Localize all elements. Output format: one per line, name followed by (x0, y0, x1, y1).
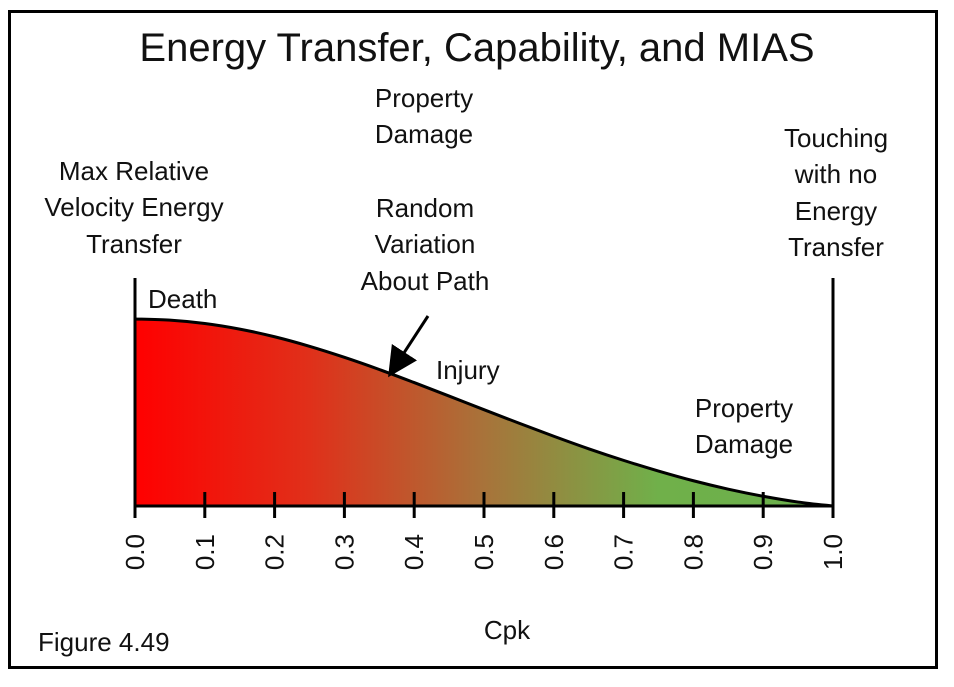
property-damage-top-label: Property Damage (324, 80, 524, 153)
figure-number-label: Figure 4.49 (38, 627, 170, 657)
x-axis-ticks: 0.0 0.1 0.2 0.3 0.4 0.5 0.6 0.7 0.8 0.9 1.0 (120, 492, 848, 570)
label-line: Random (375, 193, 475, 223)
x-axis-label: Cpk (483, 615, 531, 645)
label-line: Damage (374, 119, 474, 150)
random-variation-label: Random Variation About Path (320, 190, 530, 299)
random-variation-arrow (388, 315, 430, 378)
x-tick-label: 0.8 (678, 534, 708, 570)
x-tick-label: 0.1 (190, 534, 220, 570)
x-tick-label: 0.0 (120, 534, 150, 570)
label-line: Property (374, 83, 474, 113)
label-line: Transfer (86, 228, 182, 259)
label-line: Damage (694, 429, 794, 460)
injury-label: Injury (436, 355, 500, 385)
x-tick-label: 0.3 (329, 534, 359, 570)
x-tick-label: 1.0 (818, 534, 848, 570)
max-relative-velocity-label: Max Relative Velocity Energy Transfer (14, 153, 254, 262)
label-line: Energy (794, 195, 878, 226)
figure-frame (8, 10, 938, 669)
curve-line (134, 317, 834, 508)
x-tick-label: 0.2 (260, 534, 290, 570)
x-tick-label: 0.5 (469, 534, 499, 570)
label-line: Variation (374, 229, 476, 260)
label-line: About Path (360, 265, 490, 296)
x-tick-label: 0.9 (748, 534, 778, 570)
label-line: Transfer (788, 232, 884, 263)
label-line: Max Relative (58, 156, 210, 186)
property-damage-right-label: Property Damage (664, 390, 824, 463)
death-label: Death (148, 284, 218, 314)
label-line: with no (794, 159, 878, 190)
label-line: Touching (783, 123, 889, 153)
x-tick-label: 0.6 (539, 534, 569, 570)
curve-area-fill (135, 319, 833, 506)
figure-title: Energy Transfer, Capability, and MIAS (139, 26, 815, 70)
label-line: Property (694, 393, 794, 423)
x-tick-label: 0.4 (399, 534, 429, 570)
label-line: Velocity Energy (44, 192, 224, 223)
x-tick-label: 0.7 (609, 534, 639, 570)
touching-no-energy-label: Touching with no Energy Transfer (736, 120, 936, 266)
